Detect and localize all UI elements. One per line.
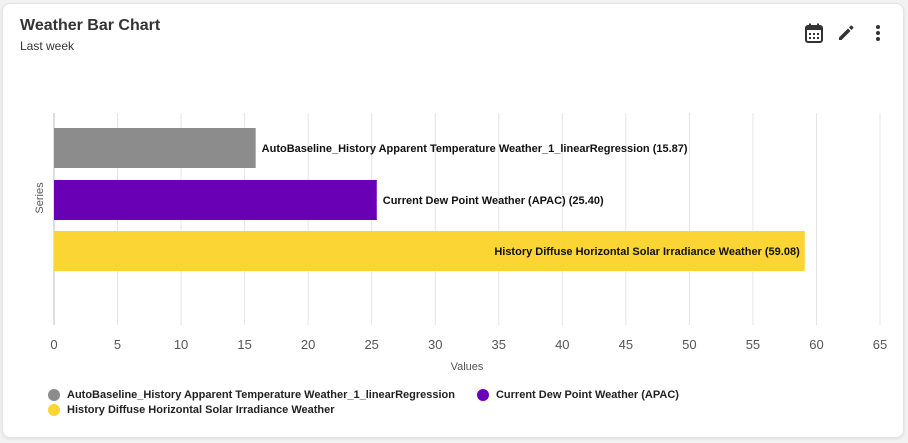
chart-title: Weather Bar Chart [20, 17, 161, 34]
chart-subtitle: Last week [20, 39, 75, 53]
card-toolbar [803, 22, 889, 44]
x-tick-label: 45 [619, 337, 633, 352]
bar[interactable] [54, 231, 805, 271]
x-tick-label: 40 [555, 337, 569, 352]
x-axis-label: Values [451, 361, 484, 373]
x-tick-label: 30 [428, 337, 442, 352]
bar-data-label: History Diffuse Horizontal Solar Irradia… [494, 246, 800, 258]
x-tick-label: 50 [682, 337, 696, 352]
legend-label: History Diffuse Horizontal Solar Irradia… [67, 403, 335, 416]
x-tick-label: 25 [364, 337, 378, 352]
x-tick-label: 60 [809, 337, 823, 352]
legend-item[interactable]: AutoBaseline_History Apparent Temperatur… [48, 388, 455, 401]
bars: AutoBaseline_History Apparent Temperatur… [54, 128, 805, 271]
legend-row-1: AutoBaseline_History Apparent Temperatur… [48, 387, 868, 402]
calendar-icon[interactable] [803, 22, 825, 44]
legend: AutoBaseline_History Apparent Temperatur… [48, 387, 868, 417]
x-tick-labels: 0 5 10 15 20 25 30 35 40 45 50 55 60 65 [50, 337, 887, 352]
legend-swatch [48, 388, 60, 401]
bar[interactable] [54, 180, 377, 220]
kebab-menu-icon[interactable] [867, 22, 889, 44]
bar[interactable] [54, 128, 256, 168]
x-tick-label: 15 [237, 337, 251, 352]
legend-item[interactable]: History Diffuse Horizontal Solar Irradia… [48, 403, 335, 416]
legend-row-2: History Diffuse Horizontal Solar Irradia… [48, 402, 868, 417]
y-axis-label: Series [34, 182, 46, 214]
legend-swatch [48, 403, 60, 416]
x-tick-label: 65 [873, 337, 887, 352]
pencil-icon[interactable] [835, 22, 857, 44]
x-tick-label: 0 [50, 337, 57, 352]
legend-label: Current Dew Point Weather (APAC) [495, 388, 679, 401]
bar-data-label: AutoBaseline_History Apparent Temperatur… [262, 143, 688, 155]
legend-label: AutoBaseline_History Apparent Temperatur… [67, 388, 455, 401]
x-tick-label: 5 [114, 337, 121, 352]
bar-data-label: Current Dew Point Weather (APAC) (25.40) [383, 195, 604, 207]
legend-item[interactable]: Current Dew Point Weather (APAC) [476, 388, 679, 401]
x-tick-label: 20 [301, 337, 315, 352]
legend-swatch [476, 388, 489, 401]
x-tick-label: 35 [492, 337, 506, 352]
x-tick-label: 55 [746, 337, 760, 352]
x-tick-label: 10 [174, 337, 188, 352]
chart-card: Weather Bar Chart Last week [2, 3, 904, 438]
